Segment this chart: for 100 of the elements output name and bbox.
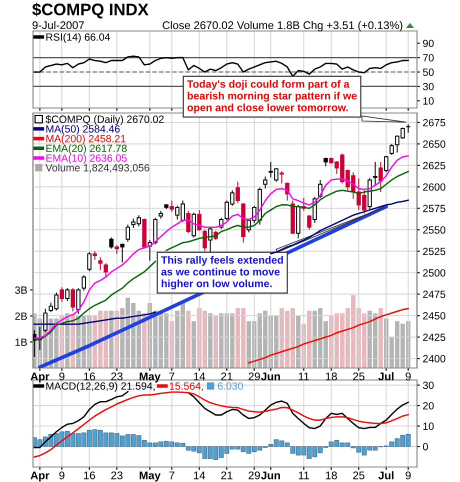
legend-label: 15.564, [170, 382, 203, 391]
x-tick-label: 29 [248, 471, 260, 480]
x-tick-label: 16 [84, 372, 96, 380]
y2-tick-label: 3B [15, 286, 27, 294]
y-tick-label: 2575 [423, 204, 446, 212]
candlestick [373, 161, 378, 186]
x-tick-label: 9 [406, 471, 411, 480]
candlestick [60, 286, 64, 302]
candlestick [104, 262, 108, 278]
x-tick-label: Apr [30, 472, 50, 482]
x-tick-label: 14 [194, 372, 206, 380]
bar [296, 316, 300, 368]
legend-label: $COMPQ (Daily) 2670.02 [46, 115, 164, 125]
legend-label: MA(50) 2584.46 [46, 124, 120, 135]
candlestick [202, 229, 207, 252]
x-tick-label: May [140, 372, 161, 383]
candlestick [65, 288, 70, 302]
chart-title: $COMPQ INDX [32, 2, 149, 18]
x-tick-label: 11 [298, 372, 309, 380]
candlestick [120, 243, 124, 263]
y2-tick-label: 1B [16, 338, 27, 346]
x-tick-label: 16 [84, 471, 96, 480]
line-series [34, 55, 409, 78]
legend-label: Volume 1,824,493,056 [46, 164, 150, 173]
y-tick-label: 50 [422, 68, 434, 76]
y-tick-label: 2425 [423, 334, 446, 341]
candlestick [280, 170, 284, 184]
bar [208, 313, 212, 368]
x-tick-label: Jul [378, 471, 394, 480]
x-tick-label: 25 [353, 471, 364, 480]
y-tick-label: 10 [423, 97, 434, 105]
y-tick-label: 2600 [423, 183, 446, 191]
candlestick [384, 155, 388, 173]
bar [378, 308, 383, 368]
y-tick-label: 20 [423, 402, 434, 410]
y-tick-label: 30 [422, 82, 434, 90]
bar [214, 316, 218, 368]
legend-label: EMA(10) 2636.05 [46, 154, 127, 164]
annotation: Today's doji could form part of a bearish morning star pattern if we open and close lower tomorrow. [187, 80, 357, 114]
annotation: Close 2670.02 Volume 1.8B Chg +3.51 (+0.13%) [162, 21, 402, 32]
y-tick-label: 2400 [423, 355, 446, 362]
chart-subtitle: 9-Jul-2007 [32, 21, 84, 30]
annotation: This rally feels extended as we continue to move higher on low volume. [161, 256, 283, 290]
x-tick-label: May [140, 472, 161, 482]
legend-label: 6.030 [218, 382, 243, 390]
candlestick [170, 200, 174, 212]
candlestick [76, 288, 80, 314]
x-tick-label: 21 [221, 471, 232, 480]
candlestick [70, 288, 75, 312]
y-tick-label: 2500 [423, 269, 446, 277]
candlestick [98, 256, 102, 271]
x-tick-label: 9 [59, 471, 64, 480]
candlestick [307, 214, 312, 230]
x-tick-label: 7 [169, 472, 174, 480]
x-tick-label: 9 [406, 372, 411, 380]
x-tick-label: 11 [298, 472, 309, 480]
candlestick [109, 237, 114, 250]
candlestick [126, 224, 130, 242]
x-tick-label: Jul [378, 372, 394, 380]
candlestick [263, 176, 268, 190]
legend-label: MA(200) 2458.21 [46, 134, 126, 144]
x-tick-label: Jun [261, 372, 280, 380]
x-tick-label: 9 [59, 372, 64, 380]
candlestick [186, 210, 190, 234]
legend-label: RSI(14) 66.04 [46, 33, 110, 43]
candlestick [236, 181, 240, 204]
x-tick-label: 25 [353, 372, 364, 380]
x-tick-label: 14 [194, 472, 206, 480]
x-tick-label: 29 [248, 372, 260, 380]
candlestick [82, 274, 86, 292]
y-tick-label: 2550 [423, 226, 446, 234]
y-tick-label: 2450 [423, 312, 446, 320]
bar [192, 321, 196, 368]
y-tick-label: 2625 [423, 162, 446, 170]
line-series [248, 308, 409, 364]
bar [186, 310, 191, 368]
x-tick-label: 23 [111, 372, 123, 380]
x-tick-label: Apr [30, 372, 50, 383]
legend-label: MACD(12,26,9) 21.594, [46, 382, 155, 392]
y-tick-label: 10 [423, 422, 434, 430]
x-tick-label: 23 [111, 471, 123, 480]
x-tick-label: 18 [326, 471, 337, 480]
y-tick-label: 70 [423, 54, 434, 62]
x-tick-label: Jun [261, 472, 280, 480]
y-tick-label: 2525 [423, 248, 446, 256]
x-tick-label: 7 [169, 372, 174, 380]
legend-label: EMA(20) 2617.78 [46, 144, 127, 154]
y-tick-label: 2675 [423, 118, 446, 126]
candlestick [87, 252, 92, 272]
y-tick-label: 90 [423, 40, 434, 48]
y2-tick-label: 2B [15, 312, 27, 320]
x-tick-label: 21 [221, 372, 232, 380]
y-tick-label: 2475 [423, 290, 446, 298]
x-tick-label: 18 [326, 372, 337, 380]
y-tick-label: 30 [422, 382, 434, 389]
y-tick-label: 0 [422, 443, 428, 450]
candlestick [192, 212, 196, 238]
y-tick-label: 2650 [423, 140, 446, 148]
candlestick [406, 124, 410, 134]
candlestick [378, 161, 383, 192]
